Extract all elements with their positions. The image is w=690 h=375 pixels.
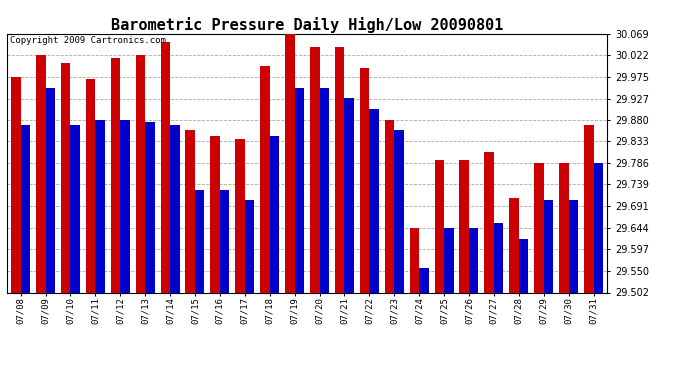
Bar (319, 88, 329, 292)
Bar (584, 126, 593, 292)
Bar (145, 122, 155, 292)
Bar (46, 88, 55, 292)
Bar (360, 68, 369, 292)
Bar (559, 163, 569, 292)
Bar (295, 88, 304, 292)
Bar (460, 160, 469, 292)
Bar (385, 120, 394, 292)
Bar (186, 130, 195, 292)
Bar (285, 34, 295, 292)
Bar (369, 109, 379, 292)
Bar (509, 198, 519, 292)
Bar (260, 66, 270, 292)
Title: Barometric Pressure Daily High/Low 20090801: Barometric Pressure Daily High/Low 20090… (111, 16, 503, 33)
Bar (111, 58, 120, 292)
Bar (86, 80, 95, 292)
Bar (410, 228, 419, 292)
Bar (36, 55, 46, 292)
Bar (419, 268, 428, 292)
Bar (310, 47, 319, 292)
Bar (161, 42, 170, 292)
Bar (21, 126, 30, 292)
Bar (11, 76, 21, 292)
Bar (220, 190, 229, 292)
Bar (569, 200, 578, 292)
Bar (519, 238, 529, 292)
Bar (235, 139, 245, 292)
Bar (593, 163, 603, 292)
Bar (70, 126, 80, 292)
Bar (195, 190, 204, 292)
Bar (534, 163, 544, 292)
Bar (435, 160, 444, 292)
Bar (136, 55, 145, 292)
Bar (444, 228, 453, 292)
Bar (469, 228, 478, 292)
Bar (61, 63, 70, 292)
Bar (344, 98, 354, 292)
Bar (544, 200, 553, 292)
Bar (170, 126, 179, 292)
Bar (335, 47, 344, 292)
Bar (394, 130, 404, 292)
Bar (494, 223, 503, 292)
Bar (484, 152, 494, 292)
Text: Copyright 2009 Cartronics.com: Copyright 2009 Cartronics.com (10, 36, 166, 45)
Bar (245, 200, 254, 292)
Bar (95, 120, 105, 292)
Bar (120, 120, 130, 292)
Bar (270, 136, 279, 292)
Bar (210, 136, 220, 292)
